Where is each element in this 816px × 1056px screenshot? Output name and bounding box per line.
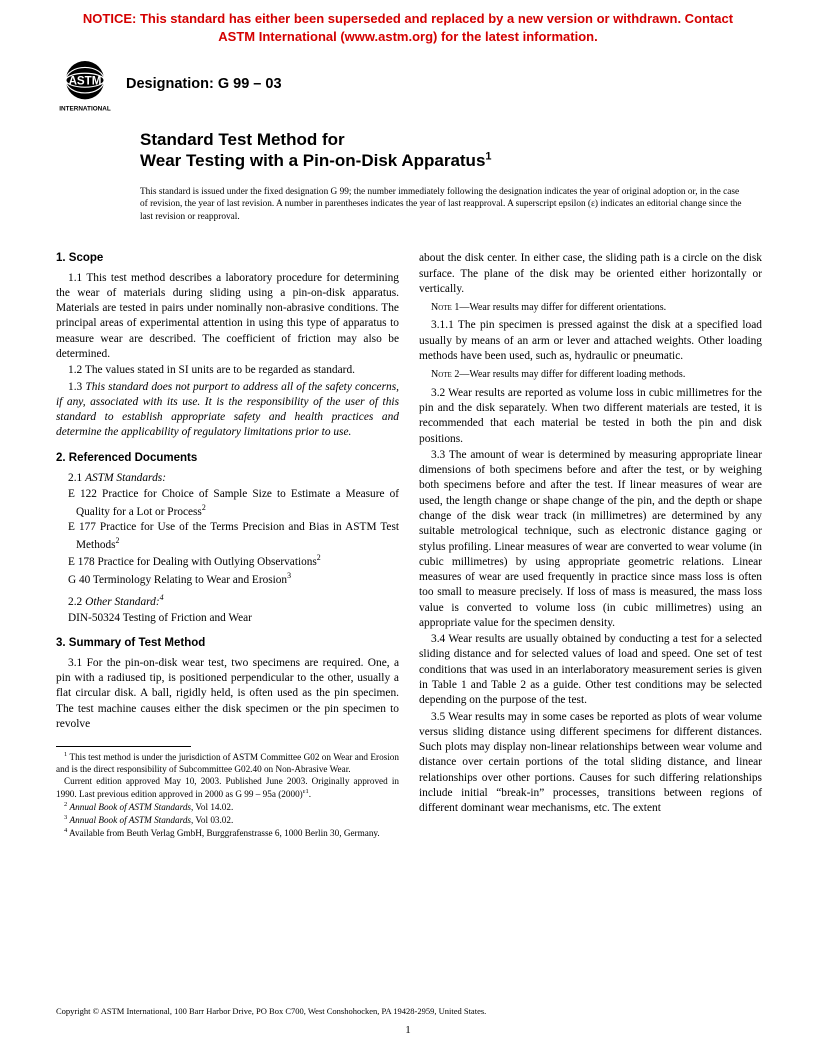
para: 3.4 Wear results are usually obtained by…	[419, 632, 762, 708]
footnote: 2 Annual Book of ASTM Standards, Vol 14.…	[56, 801, 399, 814]
header-row: ASTM INTERNATIONAL Designation: G 99 – 0…	[0, 51, 816, 115]
ref-heading: 2. Referenced Documents	[56, 451, 399, 466]
ref-item: E 122 Practice for Choice of Sample Size…	[56, 487, 399, 519]
footnotes: 1 This test method is under the jurisdic…	[56, 751, 399, 840]
note: Note 2—Wear results may differ for diffe…	[419, 368, 762, 381]
ref-item: E 177 Practice for Use of the Terms Prec…	[56, 520, 399, 552]
para: 3.2 Wear results are reported as volume …	[419, 386, 762, 447]
ref-item: G 40 Terminology Relating to Wear and Er…	[56, 571, 399, 588]
para: 1.2 The values stated in SI units are to…	[56, 363, 399, 378]
ref-item: E 178 Practice for Dealing with Outlying…	[56, 553, 399, 570]
notice-banner: NOTICE: This standard has either been su…	[0, 0, 816, 51]
note: Note 1—Wear results may differ for diffe…	[419, 301, 762, 314]
para: 1.3 This standard does not purport to ad…	[56, 380, 399, 441]
footnote: 4 Available from Beuth Verlag GmbH, Burg…	[56, 827, 399, 840]
footnote: Current edition approved May 10, 2003. P…	[56, 776, 399, 801]
sub-heading: 2.2 Other Standard:4	[56, 593, 399, 610]
para: 3.3 The amount of wear is determined by …	[419, 448, 762, 631]
designation: Designation: G 99 – 03	[126, 76, 282, 92]
para: 3.1 For the pin-on-disk wear test, two s…	[56, 656, 399, 732]
notice-text: NOTICE: This standard has either been su…	[83, 11, 733, 44]
footnote: 3 Annual Book of ASTM Standards, Vol 03.…	[56, 814, 399, 827]
title-block: Standard Test Method for Wear Testing wi…	[0, 115, 816, 172]
para: 1.1 This test method describes a laborat…	[56, 271, 399, 363]
scope-heading: 1. Scope	[56, 251, 399, 266]
title-line1: Standard Test Method for	[140, 129, 816, 150]
astm-logo: ASTM INTERNATIONAL	[56, 57, 114, 115]
sub-heading: 2.1 ASTM Standards:	[56, 471, 399, 486]
para: 3.1.1 The pin specimen is pressed agains…	[419, 318, 762, 364]
title-line2: Wear Testing with a Pin-on-Disk Apparatu…	[140, 150, 816, 171]
footnote: 1 This test method is under the jurisdic…	[56, 751, 399, 776]
para: about the disk center. In either case, t…	[419, 251, 762, 297]
svg-text:ASTM: ASTM	[69, 74, 102, 87]
para: 3.5 Wear results may in some cases be re…	[419, 710, 762, 817]
right-column: about the disk center. In either case, t…	[419, 251, 762, 840]
svg-text:INTERNATIONAL: INTERNATIONAL	[59, 105, 111, 112]
left-column: 1. Scope 1.1 This test method describes …	[56, 251, 399, 840]
copyright: Copyright © ASTM International, 100 Barr…	[56, 1006, 486, 1016]
ref-item: DIN-50324 Testing of Friction and Wear	[56, 611, 399, 626]
page-number: 1	[0, 1024, 816, 1036]
body-columns: 1. Scope 1.1 This test method describes …	[0, 223, 816, 840]
summary-heading: 3. Summary of Test Method	[56, 636, 399, 651]
issued-note: This standard is issued under the fixed …	[0, 172, 816, 224]
